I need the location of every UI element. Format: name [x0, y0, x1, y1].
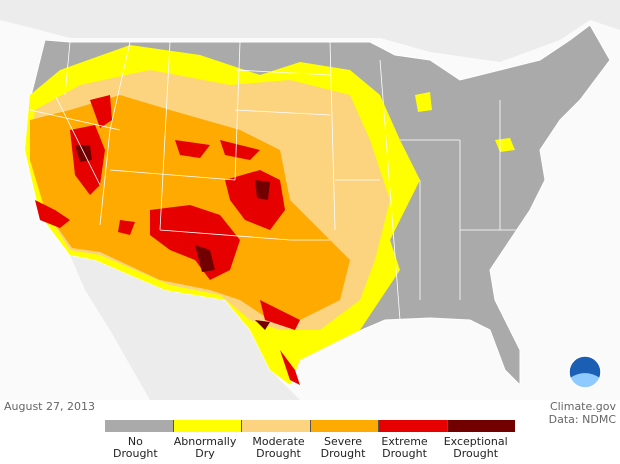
legend-label: Abnormally Dry	[173, 435, 237, 460]
mexico	[70, 255, 300, 400]
legend-swatch	[310, 420, 379, 432]
legend-swatch	[105, 420, 174, 432]
noaa-logo	[568, 355, 602, 389]
legend-swatch	[173, 420, 242, 432]
date: August 27, 2013	[4, 400, 95, 413]
canada	[0, 0, 620, 62]
legend-labels: No Drought Abnormally Dry Moderate Drought…	[105, 436, 515, 460]
legend-label: Severe Drought	[320, 435, 366, 460]
credit: Climate.gov	[549, 400, 616, 413]
drought-area	[415, 92, 515, 152]
legend-label: Exceptional Drought	[443, 435, 508, 460]
source: Data: NDMC	[548, 413, 616, 426]
legend-swatch	[447, 420, 515, 432]
legend-label: Moderate Drought	[252, 435, 305, 460]
legend-swatch	[242, 420, 311, 432]
drought-map	[0, 0, 620, 400]
legend-bar	[105, 420, 515, 432]
legend-label: No Drought	[113, 435, 158, 460]
state-borders	[29, 41, 520, 321]
legend-label: Extreme Drought	[381, 435, 428, 460]
drought-area	[35, 95, 300, 385]
legend-swatch	[379, 420, 448, 432]
